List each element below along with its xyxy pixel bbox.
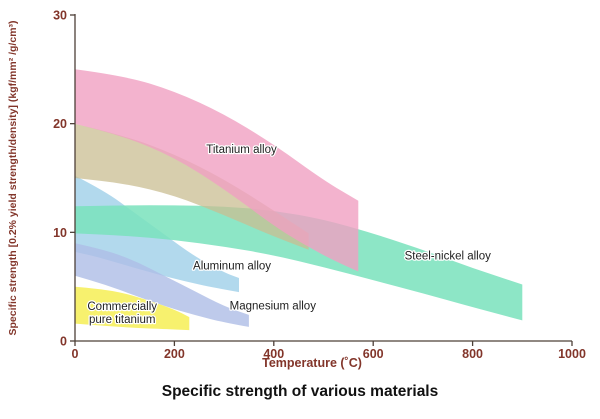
x-tick-label: 200 — [164, 347, 185, 361]
label-aluminum-alloy: Aluminum alloy — [193, 260, 271, 272]
y-tick-label: 10 — [53, 226, 67, 240]
band-titanium-alloy — [75, 69, 359, 272]
band-magnesium-alloy — [75, 243, 249, 327]
band-unlabeled-overlap-band — [75, 123, 309, 250]
y-tick-label: 20 — [53, 117, 67, 131]
label-commercially-pure-titanium: Commercially pure titanium — [87, 301, 157, 326]
x-tick-label: 0 — [72, 347, 79, 361]
axes-layer: 0 200 400 600 800 1000 0 10 20 30 — [53, 9, 586, 362]
bands-layer — [75, 69, 523, 331]
x-tick-label: 1000 — [558, 347, 586, 361]
band-labels-layer: Aluminum alloy Magnesium alloy Steel-nicke… — [86, 143, 492, 328]
y-axis-title: Specific strength [0.2% yield strength/d… — [7, 20, 19, 335]
x-tick-label: 400 — [263, 347, 284, 361]
band-commercially-pure-titanium — [75, 286, 190, 331]
band-steel-nickel-alloy — [75, 205, 523, 321]
label-steel-nickel-alloy: Steel-nickel alloy — [405, 251, 492, 263]
x-axis-title: Temperature (˚C) — [262, 356, 362, 370]
y-tick-label: 0 — [60, 335, 67, 349]
y-tick-label: 30 — [53, 9, 67, 23]
x-tick-label: 600 — [363, 347, 384, 361]
label-titanium-alloy: Titanium alloy — [206, 144, 277, 156]
figure-caption: Specific strength of various materials — [162, 383, 439, 400]
x-tick-label: 800 — [462, 347, 483, 361]
label-magnesium-alloy: Magnesium alloy — [230, 300, 317, 312]
